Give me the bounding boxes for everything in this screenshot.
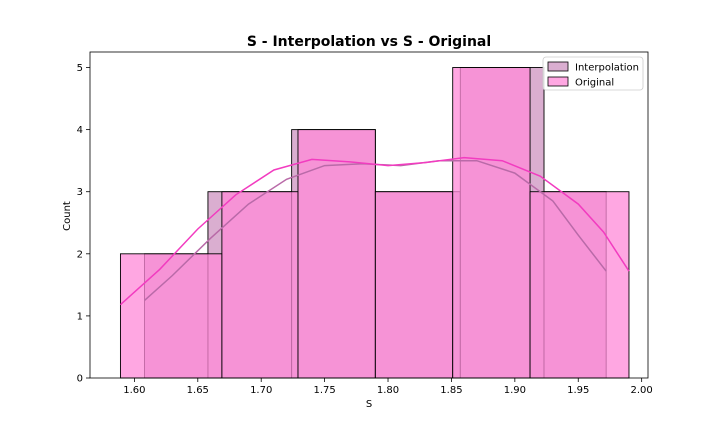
bar-original-4 [452, 67, 531, 379]
chart-title: S - Interpolation vs S - Original [247, 34, 491, 50]
legend-label-interpolation: Interpolation [575, 63, 639, 74]
kde-line-original [119, 156, 630, 306]
y-tick-label-2: 2 [77, 249, 83, 260]
y-axis-label: Count [62, 201, 73, 231]
bar-original-1 [221, 191, 299, 379]
x-axis-label: S [366, 399, 372, 410]
x-tick-label-3: 1.75 [313, 385, 335, 396]
legend-label-original: Original [575, 78, 614, 89]
bar-original-0 [119, 253, 223, 379]
y-tick-label-5: 5 [77, 63, 83, 74]
x-tick-label-5: 1.85 [440, 385, 462, 396]
axes-frame [89, 51, 649, 379]
legend-swatch-interpolation [547, 61, 569, 72]
y-tick-label-1: 1 [77, 311, 83, 322]
x-tick-label-8: 2.00 [631, 385, 653, 396]
legend-swatch-original [547, 76, 569, 87]
bar-original-3 [374, 191, 454, 379]
bar-original-2 [297, 129, 376, 379]
x-tick-label-0: 1.60 [123, 385, 145, 396]
y-tick-label-4: 4 [77, 125, 83, 136]
x-tick-label-4: 1.80 [377, 385, 399, 396]
bar-original-5 [529, 191, 630, 379]
y-tick-label-0: 0 [77, 374, 83, 385]
plot-area: 1.60 1.65 1.70 1.75 1.80 1.85 1.90 1.95 2.00 0 1 2 3… [77, 51, 653, 396]
x-tick-label-7: 1.95 [567, 385, 589, 396]
x-tick-label-6: 1.90 [504, 385, 526, 396]
y-tick-label-3: 3 [77, 187, 83, 198]
x-tick-label-1: 1.65 [187, 385, 209, 396]
x-tick-label-2: 1.70 [250, 385, 272, 396]
